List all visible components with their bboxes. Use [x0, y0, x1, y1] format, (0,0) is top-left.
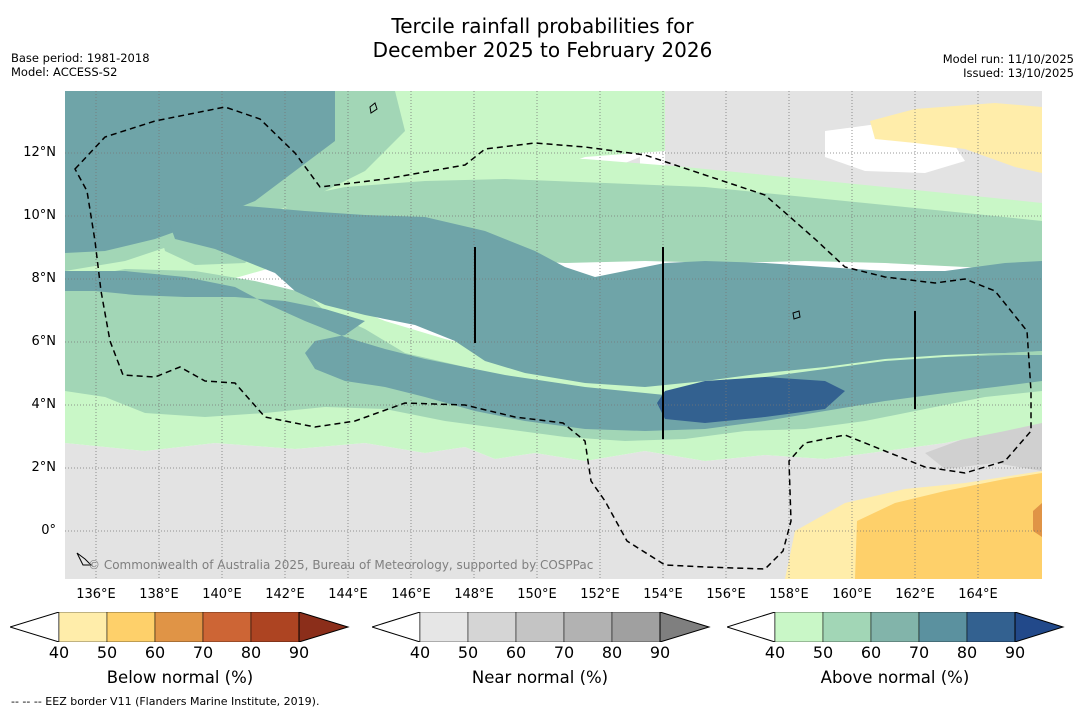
below-normal-title: Below normal (%) [106, 668, 254, 687]
colorbar-near-normal-swatches [370, 611, 711, 643]
near-normal-extend-low [370, 611, 421, 643]
lat-label-2n: 2°N [31, 460, 57, 475]
lat-label-0: 0° [41, 523, 56, 538]
lon-label-160e: 160°E [832, 587, 872, 602]
lon-label-146e: 146°E [391, 587, 431, 602]
eez-meridian-lines [474, 247, 916, 439]
map-canvas [65, 91, 1042, 579]
lon-label-156e: 156°E [706, 587, 746, 602]
colorbar-below-normal-swatches [8, 611, 350, 643]
eez-border [74, 106, 1032, 570]
model-name: Model: ACCESS-S2 [11, 65, 118, 79]
meta-left: Base period: 1981-2018 Model: ACCESS-S2 [11, 51, 150, 79]
island-south [76, 552, 93, 566]
above-normal-tick-50: 50 [812, 643, 834, 662]
lon-label-142e: 142°E [265, 587, 305, 602]
lon-label-154e: 154°E [643, 587, 683, 602]
above-normal-swatch-2 [822, 611, 872, 643]
below-normal-swatch-3 [154, 611, 204, 643]
below-normal-swatch-5 [250, 611, 300, 643]
lon-label-140e: 140°E [202, 587, 242, 602]
near-normal-tick-80: 80 [601, 643, 623, 662]
colorbar-near-normal [370, 611, 712, 646]
colorbar-below-normal [8, 611, 350, 646]
below-normal-patch-60 [1033, 503, 1042, 537]
near-normal-swatch-1 [419, 611, 469, 643]
near-normal-tick-90: 90 [649, 643, 671, 662]
near-normal-extend-high [659, 611, 711, 643]
lon-label-144e: 144°E [328, 587, 368, 602]
graticule [65, 91, 1042, 579]
above-normal-extend-high [1014, 611, 1065, 643]
above-normal-title: Above normal (%) [820, 668, 970, 687]
above-normal-region-70 [657, 377, 845, 423]
below-normal-tick-70: 70 [192, 643, 214, 662]
above-normal-swatch-4 [918, 611, 968, 643]
above-normal-tick-70: 70 [908, 643, 930, 662]
below-normal-swatch-4 [202, 611, 252, 643]
above-normal-tick-40: 40 [764, 643, 786, 662]
above-normal-extend-low [725, 611, 776, 643]
near-normal-tick-60: 60 [505, 643, 527, 662]
lon-label-164e: 164°E [958, 587, 998, 602]
colorbar-above-normal [725, 611, 1067, 646]
eez-footnote: -- -- -- EEZ border V11 (Flanders Marine… [11, 695, 320, 708]
lon-label-162e: 162°E [895, 587, 935, 602]
near-normal-swatch-4 [563, 611, 613, 643]
colorbar-above-normal-swatches [725, 611, 1065, 643]
near-normal-title: Near normal (%) [471, 668, 609, 687]
model-run: Model run: 11/10/2025 [942, 52, 1074, 66]
below-normal-region-north [870, 103, 1042, 173]
meta-right: Model run: 11/10/2025 Issued: 13/10/2025 [943, 52, 1074, 80]
copyright-notice: © Commonwealth of Australia 2025, Bureau… [88, 558, 594, 572]
lon-label-150e: 150°E [517, 587, 557, 602]
probability-map [65, 91, 1042, 579]
near-normal-tick-40: 40 [409, 643, 431, 662]
island-east [792, 310, 801, 320]
lat-label-4n: 4°N [31, 397, 57, 412]
below-normal-tick-90: 90 [288, 643, 310, 662]
lat-label-8n: 8°N [31, 271, 57, 286]
below-normal-tick-60: 60 [144, 643, 166, 662]
lat-label-6n: 6°N [31, 334, 57, 349]
above-normal-tick-60: 60 [860, 643, 882, 662]
islands [76, 102, 801, 566]
below-normal-tick-80: 80 [240, 643, 262, 662]
below-normal-extend-low [8, 611, 60, 643]
below-normal-tick-50: 50 [96, 643, 118, 662]
lon-label-158e: 158°E [769, 587, 809, 602]
lon-label-138e: 138°E [139, 587, 179, 602]
base-period: Base period: 1981-2018 [11, 51, 150, 65]
above-normal-swatch-1 [774, 611, 824, 643]
above-normal-tick-80: 80 [956, 643, 978, 662]
near-normal-swatch-2 [467, 611, 517, 643]
title-line-1: Tercile rainfall probabilities for [391, 14, 694, 38]
lat-label-10n: 10°N [23, 208, 56, 223]
lat-label-12n: 12°N [23, 145, 56, 160]
near-normal-swatch-3 [515, 611, 565, 643]
issued-date: Issued: 13/10/2025 [963, 66, 1074, 80]
island-north [369, 102, 378, 114]
title-line-2: December 2025 to February 2026 [372, 38, 713, 62]
below-normal-extend-high [298, 611, 350, 643]
below-normal-swatch-2 [106, 611, 156, 643]
near-normal-tick-50: 50 [457, 643, 479, 662]
near-normal-tick-70: 70 [553, 643, 575, 662]
below-normal-tick-40: 40 [48, 643, 70, 662]
lon-label-136e: 136°E [76, 587, 116, 602]
map-title: Tercile rainfall probabilities for Decem… [0, 14, 1085, 62]
below-normal-swatch-1 [58, 611, 108, 643]
near-normal-swatch-5 [611, 611, 661, 643]
lon-label-148e: 148°E [454, 587, 494, 602]
above-normal-swatch-5 [966, 611, 1016, 643]
above-normal-tick-90: 90 [1004, 643, 1026, 662]
above-normal-core-60 [165, 205, 1042, 387]
above-normal-region-60 [65, 91, 1042, 431]
lon-label-152e: 152°E [580, 587, 620, 602]
below-normal-region-southeast-50 [855, 473, 1042, 579]
above-normal-swatch-3 [870, 611, 920, 643]
